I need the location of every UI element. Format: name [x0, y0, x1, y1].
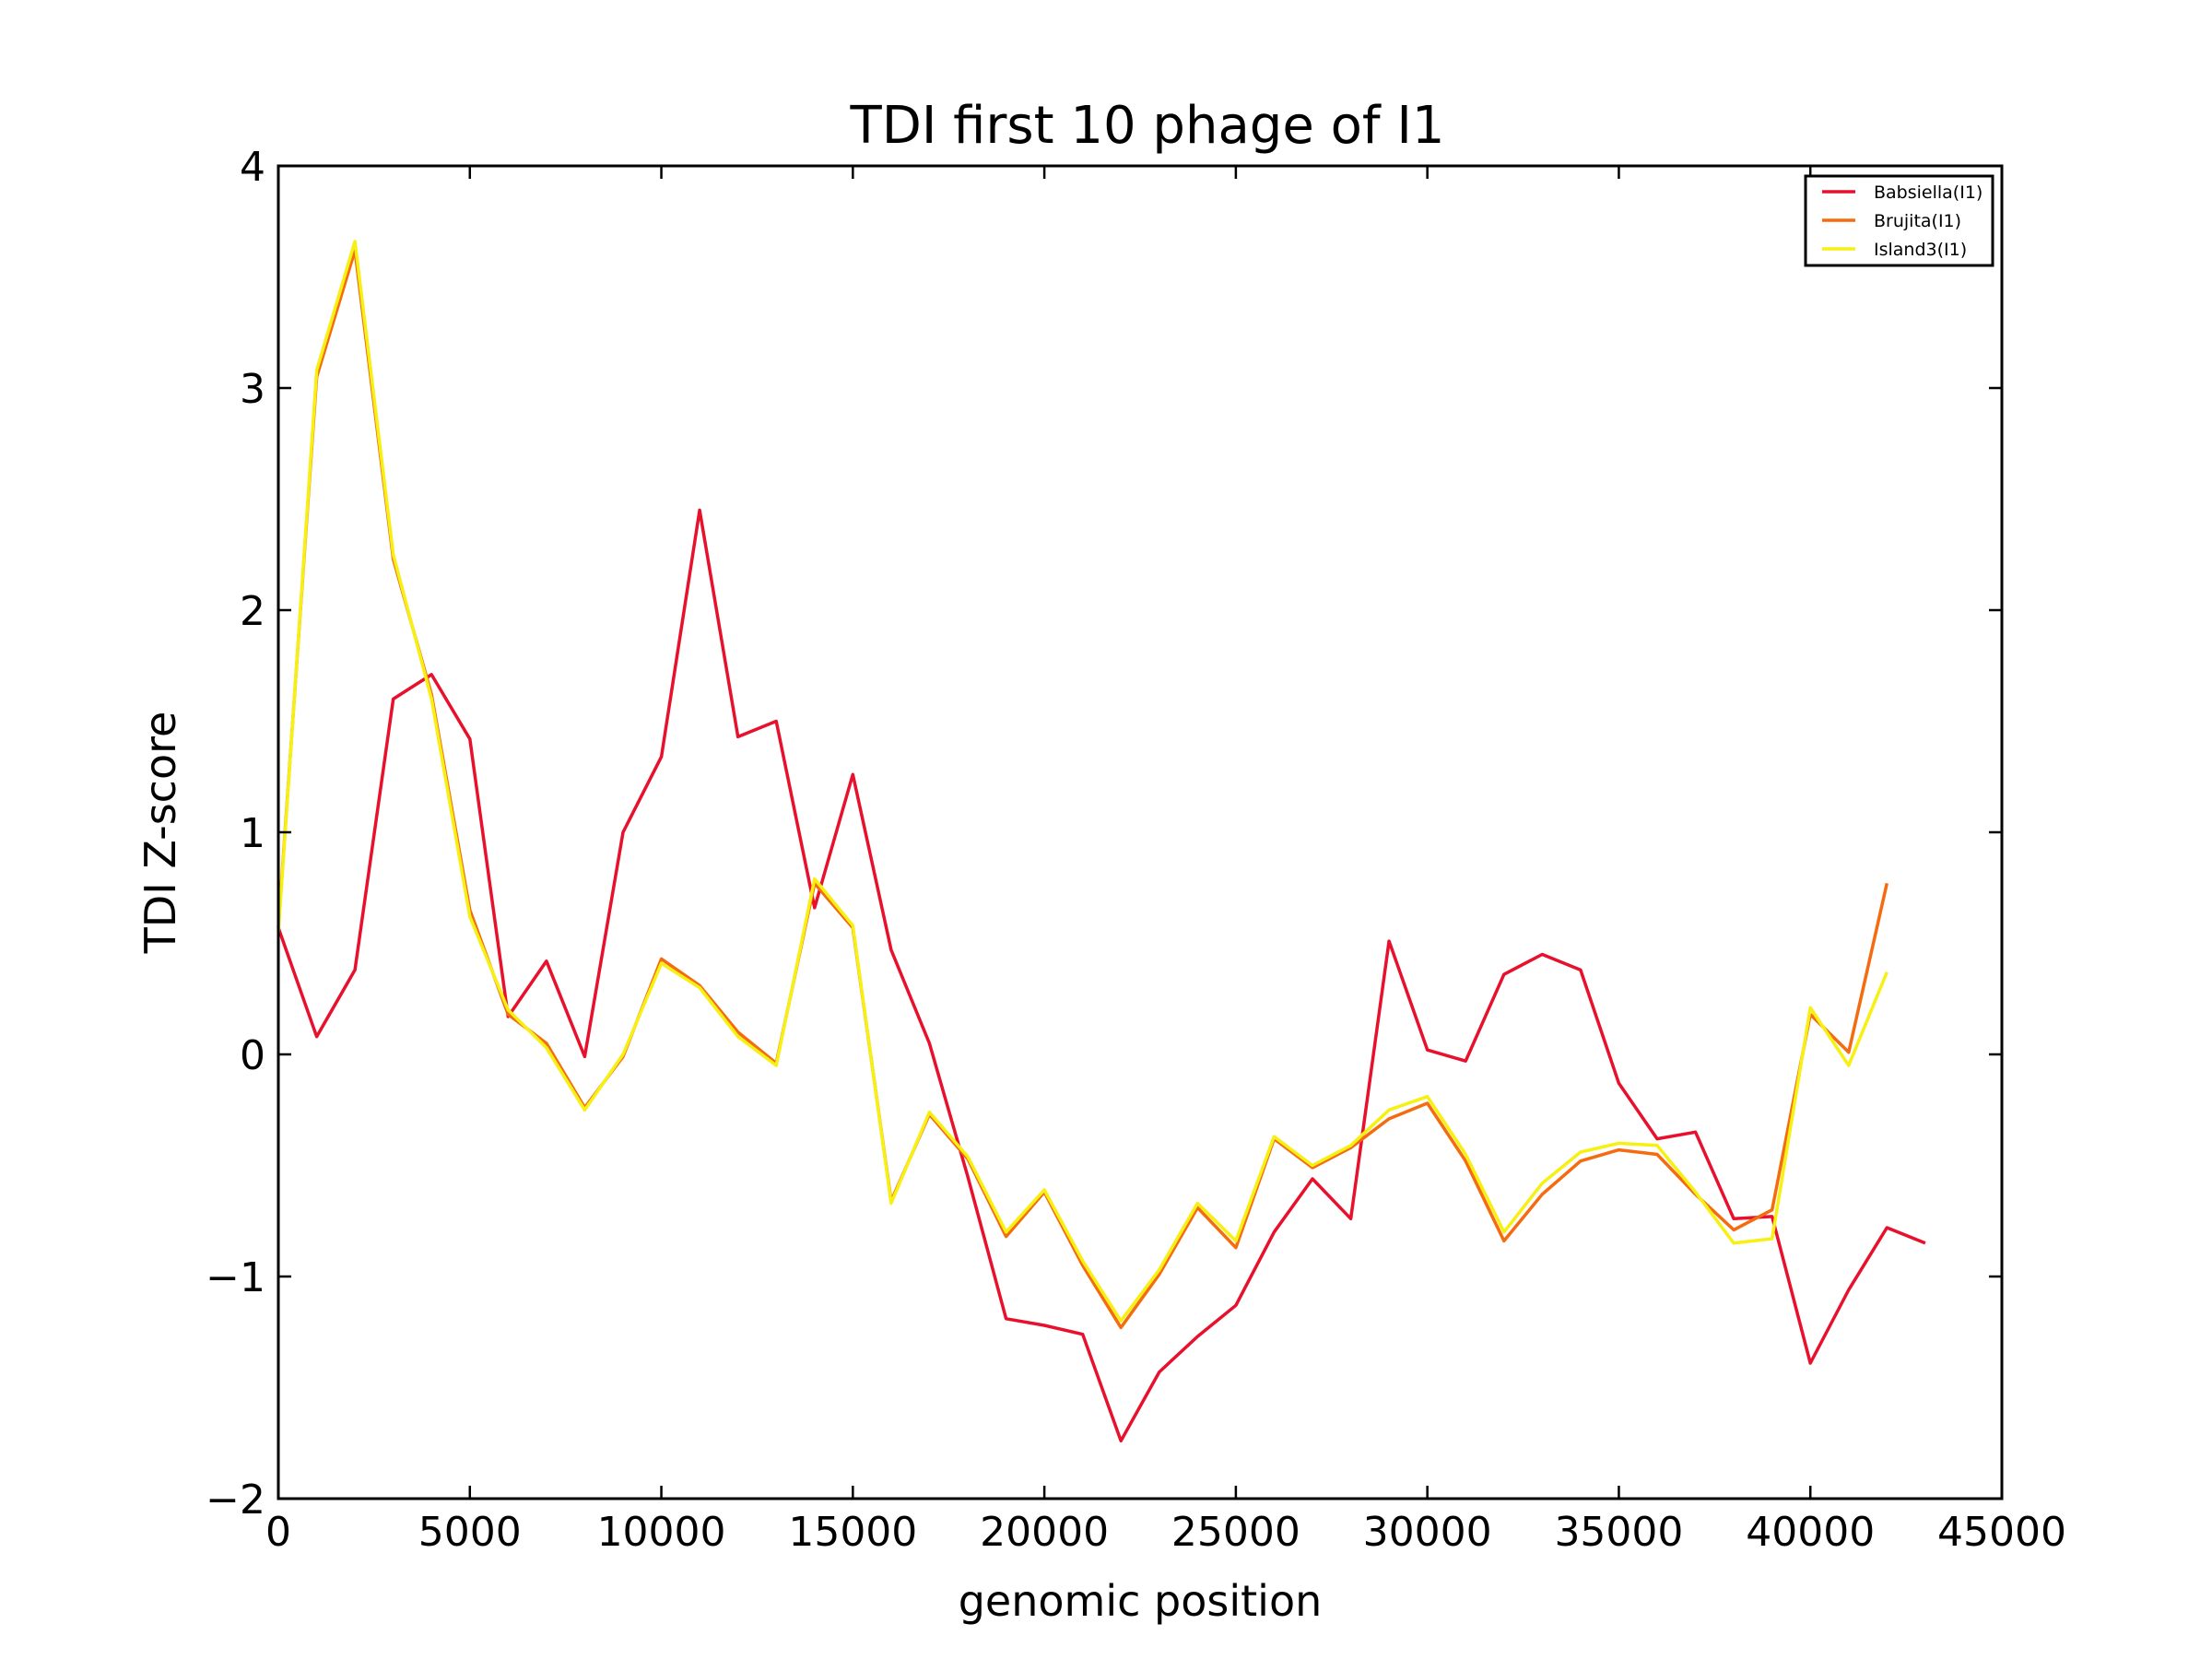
y-tick-label: 1	[240, 810, 265, 857]
legend-label-island3-i1: Island3(I1)	[1874, 240, 1967, 260]
x-tick-label: 25000	[1171, 1509, 1300, 1556]
y-tick-label: −2	[206, 1477, 265, 1524]
legend-label-babsiella-i1: Babsiella(I1)	[1874, 182, 1983, 203]
y-tick-label: 4	[240, 144, 265, 191]
x-tick-label: 5000	[418, 1509, 522, 1556]
x-tick-label: 0	[265, 1509, 291, 1556]
y-axis-ticks: −2 −1 0 1 2 3 4	[206, 144, 2002, 1524]
series-line-babsiella-i1	[276, 508, 1926, 1443]
x-tick-label: 15000	[788, 1509, 917, 1556]
chart-title: TDI first 10 phage of I1	[849, 96, 1444, 156]
y-tick-label: −1	[206, 1254, 265, 1301]
series-line-brujita-i1	[276, 248, 1889, 1330]
legend-label-brujita-i1: Brujita(I1)	[1874, 211, 1961, 231]
legend: Babsiella(I1) Brujita(I1) Island3(I1)	[1804, 174, 1994, 267]
x-tick-label: 35000	[1554, 1509, 1683, 1556]
x-axis-label: genomic position	[959, 1576, 1323, 1626]
y-axis-label: TDI Z-score	[135, 712, 185, 955]
x-axis-ticks: 0 5000 10000 15000 20000 25000 30000 35000 40000…	[265, 166, 2066, 1556]
y-tick-label: 3	[240, 366, 265, 413]
series-line-island3-i1	[276, 240, 1888, 1323]
series-layer	[276, 240, 1926, 1443]
x-tick-label: 40000	[1746, 1509, 1875, 1556]
x-tick-label: 30000	[1363, 1509, 1492, 1556]
y-tick-label: 2	[240, 588, 265, 635]
x-tick-label: 10000	[597, 1509, 726, 1556]
y-tick-label: 0	[240, 1032, 265, 1079]
x-tick-label: 20000	[980, 1509, 1109, 1556]
x-tick-label: 45000	[1937, 1509, 2066, 1556]
